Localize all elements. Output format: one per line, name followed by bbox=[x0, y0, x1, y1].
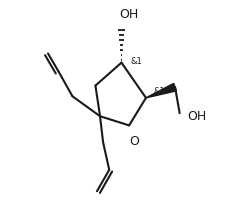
Text: OH: OH bbox=[120, 8, 139, 21]
Polygon shape bbox=[146, 83, 176, 98]
Text: &1: &1 bbox=[131, 57, 142, 66]
Text: O: O bbox=[129, 135, 139, 147]
Text: OH: OH bbox=[187, 110, 207, 123]
Text: &1: &1 bbox=[154, 87, 165, 96]
